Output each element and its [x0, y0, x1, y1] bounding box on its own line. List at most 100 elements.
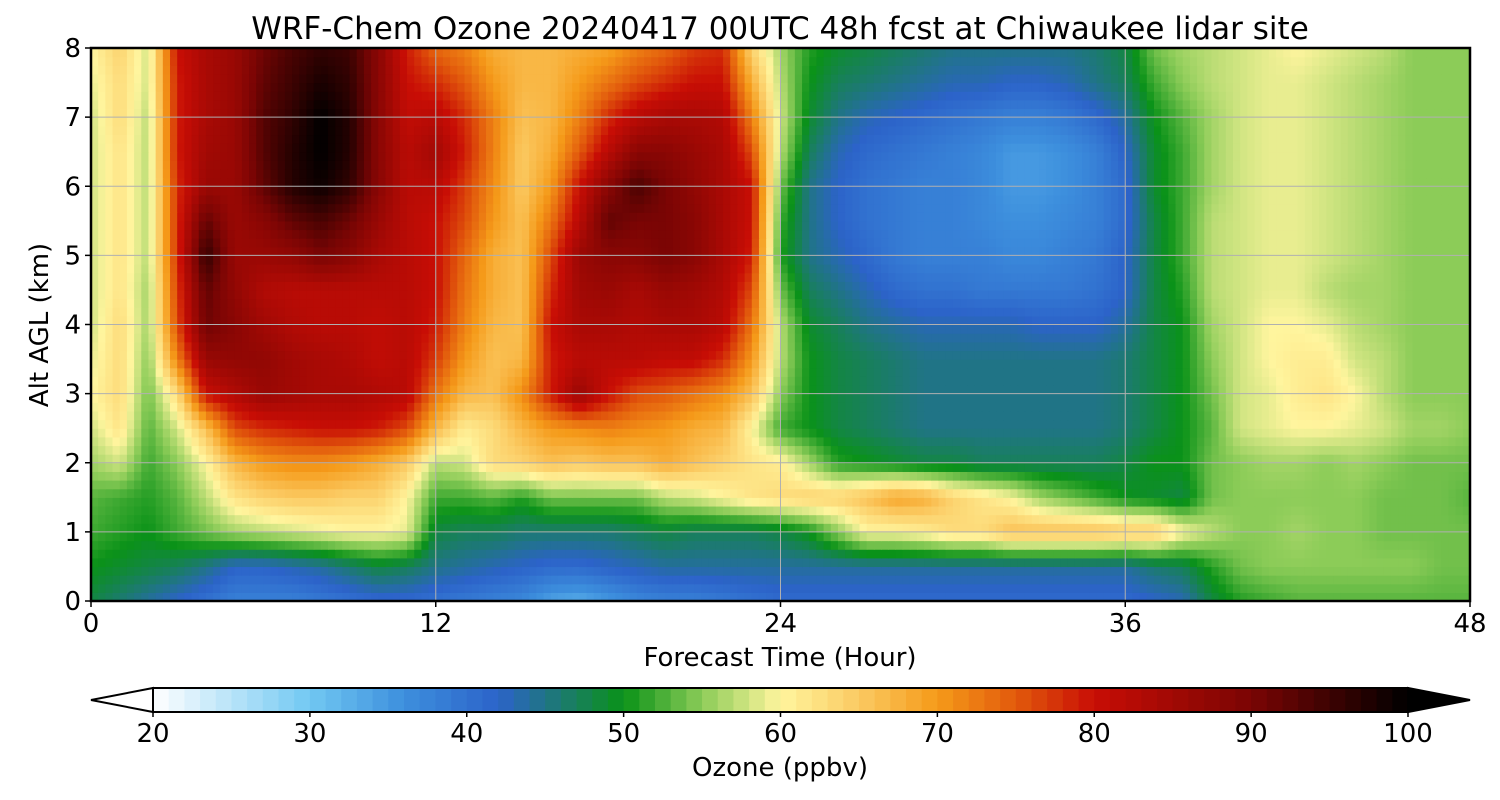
heatmap-cell — [1211, 436, 1220, 447]
heatmap-cell — [486, 402, 494, 412]
heatmap-cell — [1197, 462, 1205, 472]
heatmap-cell — [177, 540, 185, 550]
heatmap-cell — [277, 583, 286, 593]
heatmap-cell — [126, 462, 135, 472]
heatmap-cell — [579, 376, 588, 386]
heatmap-cell — [895, 410, 904, 421]
heatmap-cell — [967, 566, 976, 576]
heatmap-cell — [198, 557, 207, 568]
heatmap-cell — [823, 428, 832, 438]
heatmap-cell — [565, 410, 573, 421]
heatmap-cell — [141, 497, 150, 507]
heatmap-cell — [579, 393, 588, 403]
heatmap-cell — [794, 376, 803, 386]
heatmap-cell — [1132, 497, 1141, 507]
heatmap-cell — [500, 445, 509, 455]
heatmap-cell — [557, 523, 566, 533]
heatmap-cell — [1003, 454, 1011, 464]
heatmap-cell — [1017, 557, 1026, 568]
heatmap-cell — [837, 376, 846, 386]
heatmap-cell — [902, 480, 911, 490]
heatmap-cell — [284, 410, 293, 421]
heatmap-cell — [1053, 566, 1062, 576]
heatmap-cell — [557, 557, 566, 568]
heatmap-cell — [888, 514, 897, 524]
heatmap-cell — [823, 540, 832, 550]
heatmap-cell — [1218, 540, 1227, 550]
heatmap-cell — [1218, 393, 1227, 403]
heatmap-cell — [902, 376, 911, 386]
heatmap-cell — [1326, 557, 1335, 568]
heatmap-cell — [557, 566, 566, 576]
heatmap-cell — [1311, 583, 1320, 593]
heatmap-cell — [802, 384, 810, 395]
heatmap-cell — [593, 523, 602, 533]
heatmap-cell — [1362, 566, 1371, 576]
heatmap-cell — [284, 462, 293, 472]
heatmap-cell — [1225, 384, 1234, 395]
heatmap-cell — [414, 514, 422, 524]
heatmap-cell — [565, 488, 573, 498]
heatmap-cell — [392, 514, 401, 524]
heatmap-cell — [227, 523, 236, 533]
heatmap-cell — [1118, 505, 1126, 516]
heatmap-cell — [1096, 540, 1105, 550]
heatmap-cell — [837, 393, 846, 403]
heatmap-cell — [1082, 497, 1090, 507]
heatmap-cell — [1362, 410, 1371, 421]
heatmap-cell — [823, 393, 832, 403]
heatmap-cell — [414, 497, 422, 507]
heatmap-cell — [1118, 376, 1126, 386]
heatmap-cell — [1024, 575, 1033, 585]
heatmap-cell — [141, 462, 150, 472]
heatmap-cell — [622, 410, 631, 421]
heatmap-cell — [1074, 523, 1083, 533]
heatmap-cell — [557, 436, 566, 447]
heatmap-cell — [486, 419, 494, 429]
heatmap-cell — [629, 410, 638, 421]
heatmap-cell — [155, 428, 164, 438]
heatmap-cell — [471, 402, 480, 412]
heatmap-cell — [184, 471, 193, 481]
heatmap-cell — [658, 428, 667, 438]
heatmap-cell — [1189, 583, 1198, 593]
heatmap-cell — [1089, 419, 1098, 429]
heatmap-cell — [1103, 583, 1112, 593]
heatmap-cell — [1326, 402, 1335, 412]
heatmap-cell — [1304, 393, 1313, 403]
heatmap-cell — [507, 505, 516, 516]
heatmap-cell — [1197, 376, 1205, 386]
heatmap-cell — [227, 575, 236, 585]
heatmap-cell — [198, 514, 207, 524]
heatmap-cell — [895, 523, 904, 533]
heatmap-cell — [399, 419, 408, 429]
heatmap-cell — [572, 575, 580, 585]
heatmap-cell — [1347, 497, 1356, 507]
heatmap-cell — [974, 549, 983, 559]
heatmap-cell — [1340, 557, 1349, 568]
heatmap-cell — [687, 419, 695, 429]
heatmap-cell — [1247, 497, 1256, 507]
heatmap-cell — [773, 428, 782, 438]
heatmap-cell — [263, 410, 272, 421]
heatmap-cell — [938, 549, 947, 559]
heatmap-cell — [191, 575, 200, 585]
heatmap-cell — [758, 402, 767, 412]
heatmap-cell — [234, 445, 243, 455]
heatmap-cell — [1003, 531, 1011, 542]
heatmap-cell — [780, 575, 789, 585]
heatmap-cell — [593, 531, 602, 542]
heatmap-cell — [1326, 531, 1335, 542]
heatmap-cell — [371, 592, 379, 601]
heatmap-cell — [873, 454, 882, 464]
heatmap-cell — [1369, 531, 1378, 542]
heatmap-cell — [1326, 566, 1335, 576]
heatmap-cell — [1355, 419, 1363, 429]
heatmap-cell — [320, 531, 329, 542]
heatmap-cell — [938, 393, 947, 403]
heatmap-cell — [141, 575, 150, 585]
heatmap-cell — [500, 540, 509, 550]
heatmap-cell — [205, 566, 214, 576]
heatmap-cell — [521, 540, 530, 550]
heatmap-cell — [708, 583, 717, 593]
